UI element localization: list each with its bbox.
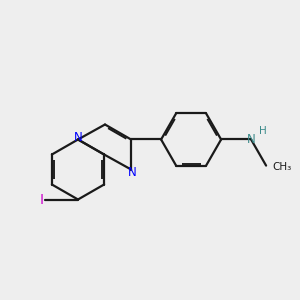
Text: I: I bbox=[40, 193, 44, 206]
Text: H: H bbox=[259, 126, 266, 136]
Text: N: N bbox=[247, 133, 256, 146]
Text: N: N bbox=[128, 166, 137, 179]
Text: N: N bbox=[74, 131, 82, 144]
Text: CH₃: CH₃ bbox=[272, 162, 291, 172]
